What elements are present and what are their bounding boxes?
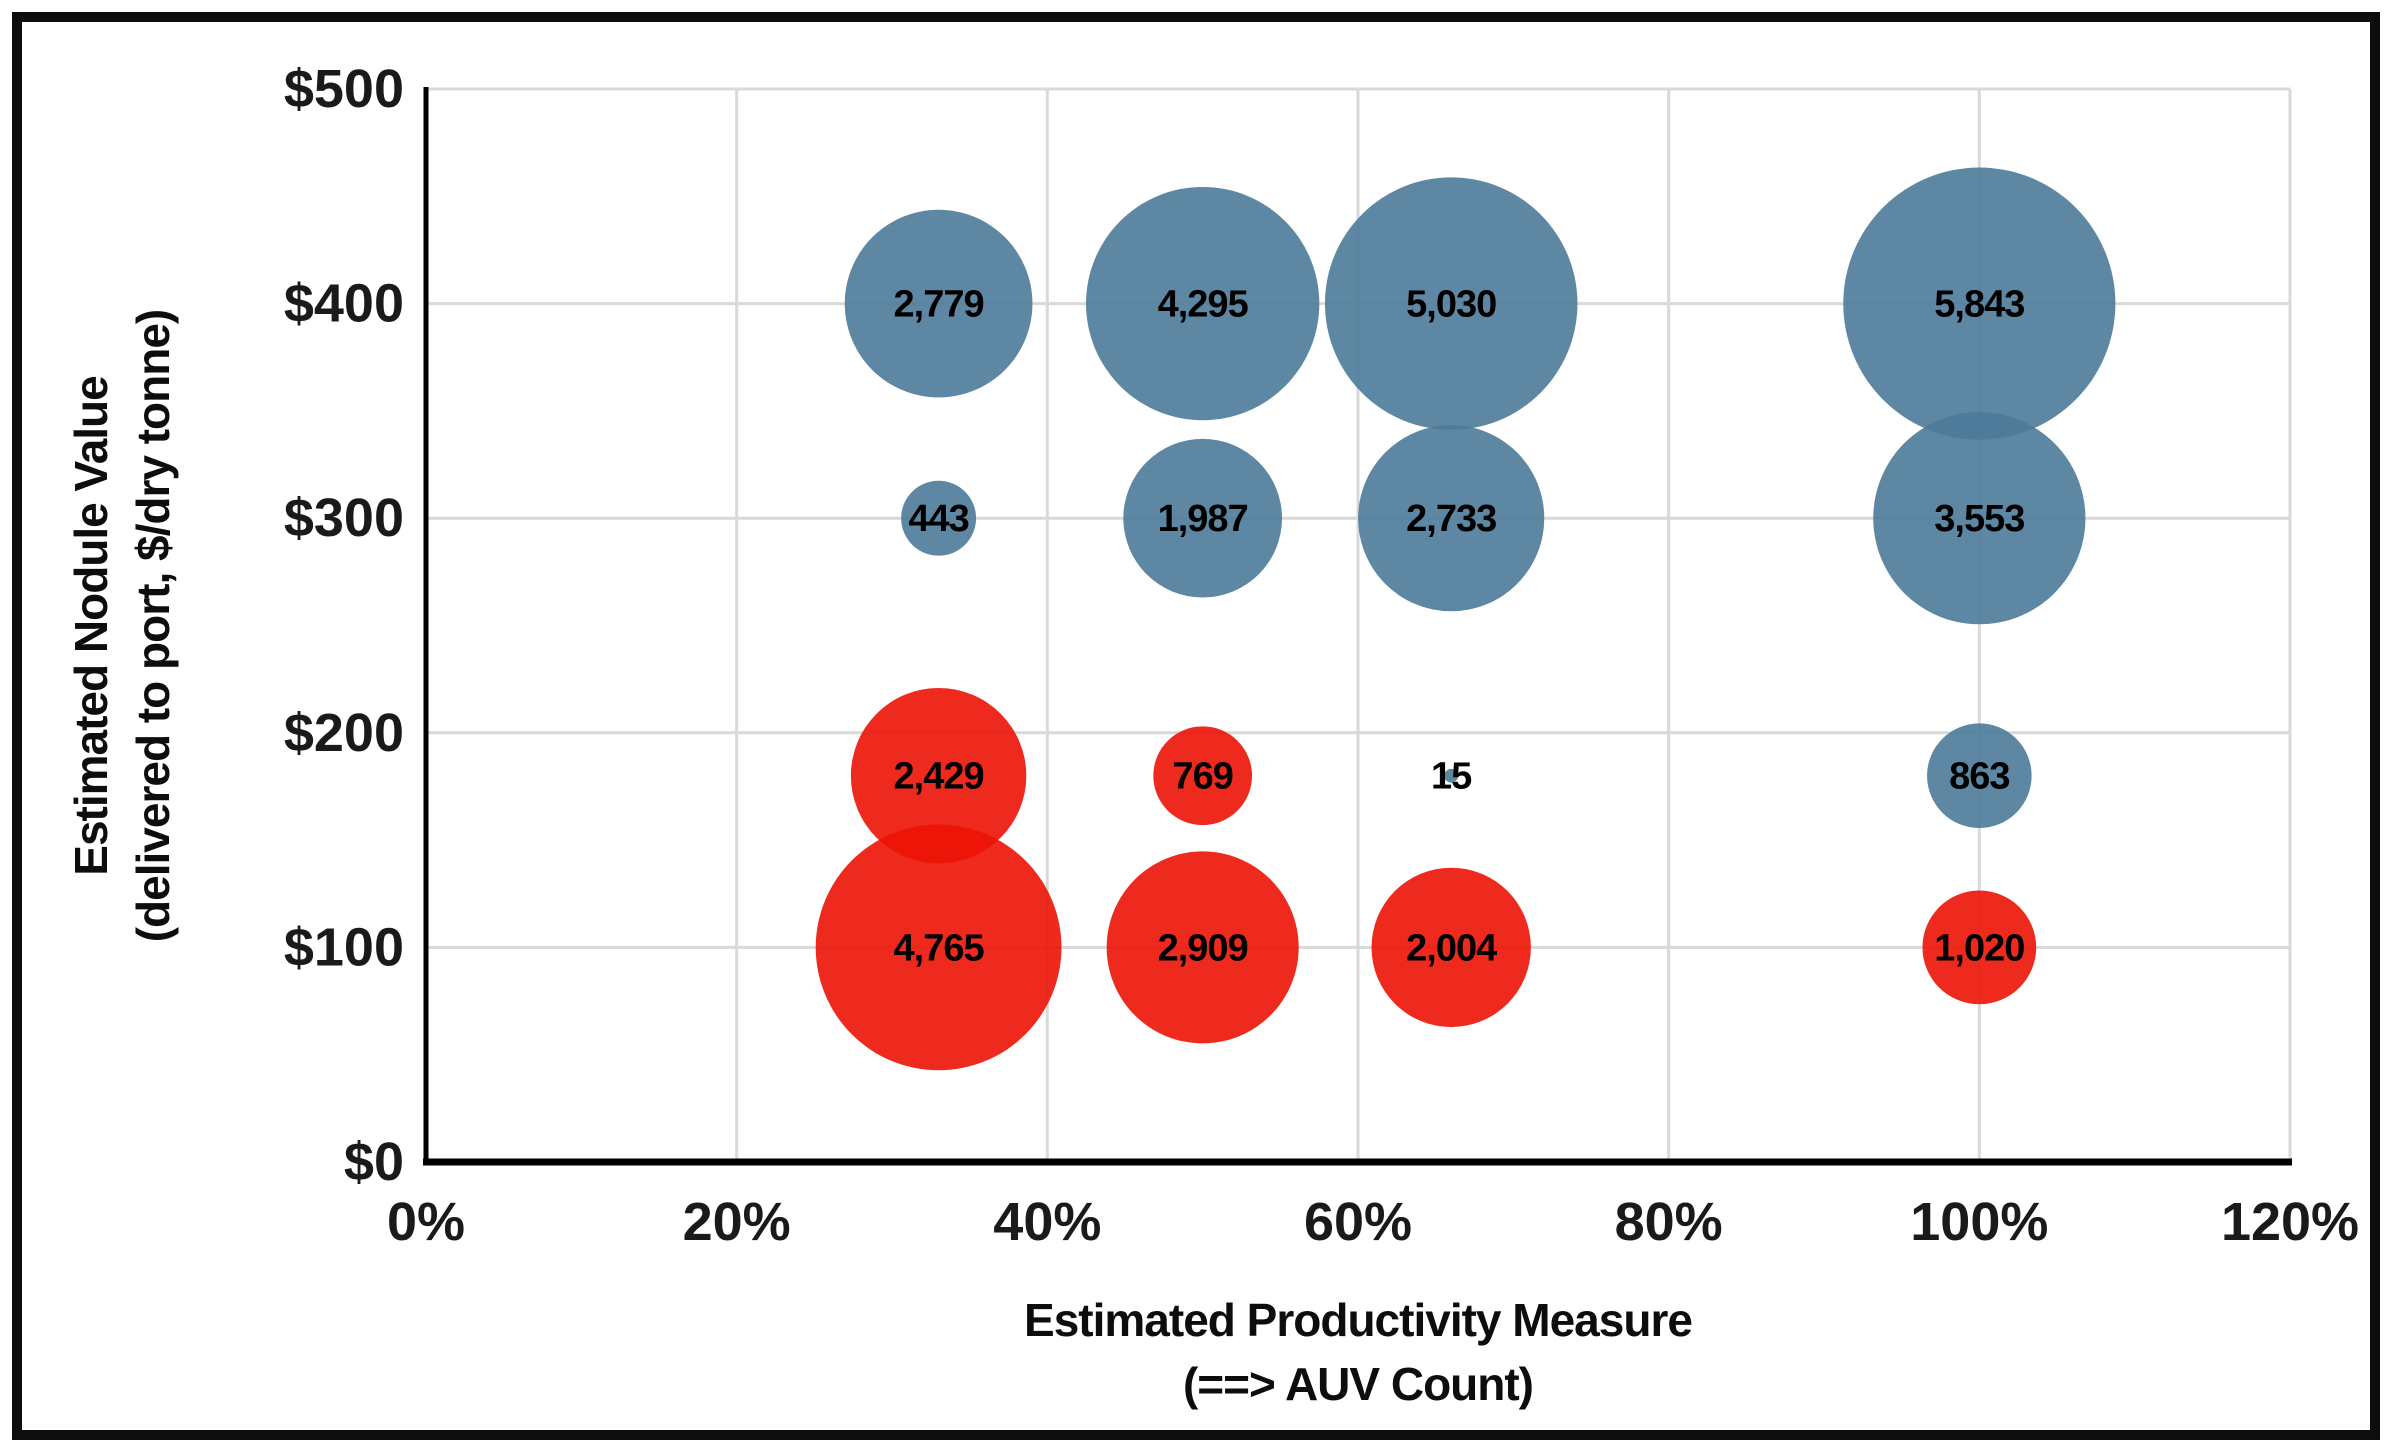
bubble-label: 5,030 bbox=[1406, 284, 1496, 326]
bubble-negative-scenarios bbox=[815, 824, 1062, 1071]
y-axis-title: Estimated Nodule Value (delivered to por… bbox=[60, 310, 184, 943]
bubble-label: 443 bbox=[908, 498, 968, 540]
x-axis-title: Estimated Productivity Measure (==> AUV … bbox=[426, 1288, 2290, 1416]
bubble-label: 769 bbox=[1172, 756, 1232, 798]
x-tick-label: 60% bbox=[1304, 1192, 1412, 1252]
y-tick-label: $100 bbox=[284, 917, 404, 977]
bubble-label: 1,987 bbox=[1158, 498, 1248, 540]
y-tick-label: $300 bbox=[284, 488, 404, 548]
bubble-label: 5,843 bbox=[1934, 284, 2024, 326]
bubble-negative-scenarios bbox=[1371, 867, 1531, 1028]
bubble-label: 4,765 bbox=[894, 927, 985, 969]
y-axis-title-line2: (delivered to port, $/dry tonne) bbox=[127, 309, 179, 943]
bubble-negative-scenarios bbox=[850, 687, 1027, 864]
bubble-positive-scenarios bbox=[844, 209, 1033, 398]
bubble-label: 4,295 bbox=[1158, 284, 1249, 326]
bubble-label: 2,733 bbox=[1406, 498, 1496, 540]
bubble-positive-scenarios bbox=[1123, 438, 1283, 598]
bubble-positive-scenarios bbox=[1927, 723, 2032, 829]
y-tick-label: $400 bbox=[284, 274, 404, 334]
y-tick-label: $500 bbox=[284, 59, 404, 119]
bubble-label: 15 bbox=[1431, 756, 1472, 798]
bubble-negative-scenarios bbox=[1153, 726, 1253, 826]
bubble-positive-scenarios bbox=[1843, 167, 2116, 440]
x-tick-label: 0% bbox=[387, 1192, 465, 1252]
bubble-negative-scenarios bbox=[1106, 851, 1299, 1044]
bubble-label: 2,004 bbox=[1406, 927, 1497, 969]
y-axis-title-line1: Estimated Nodule Value bbox=[65, 376, 117, 876]
x-tick-label: 80% bbox=[1615, 1192, 1723, 1252]
x-tick-label: 40% bbox=[993, 1192, 1101, 1252]
x-axis-title-line2: (==> AUV Count) bbox=[1182, 1358, 1534, 1410]
bubble-label: 863 bbox=[1949, 756, 2009, 798]
x-axis-title-line1: Estimated Productivity Measure bbox=[1024, 1294, 1693, 1346]
y-tick-label: $200 bbox=[284, 703, 404, 763]
bubble-label: 2,779 bbox=[894, 284, 984, 326]
bubble-positive-scenarios bbox=[1358, 425, 1545, 612]
x-tick-label: 120% bbox=[2221, 1192, 2359, 1252]
bubble-label: 1,020 bbox=[1934, 927, 2024, 969]
y-tick-label: $0 bbox=[344, 1132, 404, 1192]
bubble-label: 3,553 bbox=[1934, 498, 2024, 540]
bubble-positive-scenarios bbox=[1086, 186, 1320, 421]
bubble-positive-scenarios bbox=[901, 480, 977, 556]
bubble-label: 2,429 bbox=[894, 756, 984, 798]
bubble-negative-scenarios bbox=[1922, 890, 2037, 1005]
x-tick-label: 100% bbox=[1910, 1192, 2048, 1252]
bubble-positive-scenarios bbox=[1324, 177, 1578, 430]
bubble-positive-scenarios bbox=[1873, 412, 2086, 625]
bubble-positive-scenarios bbox=[1444, 768, 1459, 783]
x-tick-label: 20% bbox=[683, 1192, 791, 1252]
bubble-label: 2,909 bbox=[1158, 927, 1248, 969]
